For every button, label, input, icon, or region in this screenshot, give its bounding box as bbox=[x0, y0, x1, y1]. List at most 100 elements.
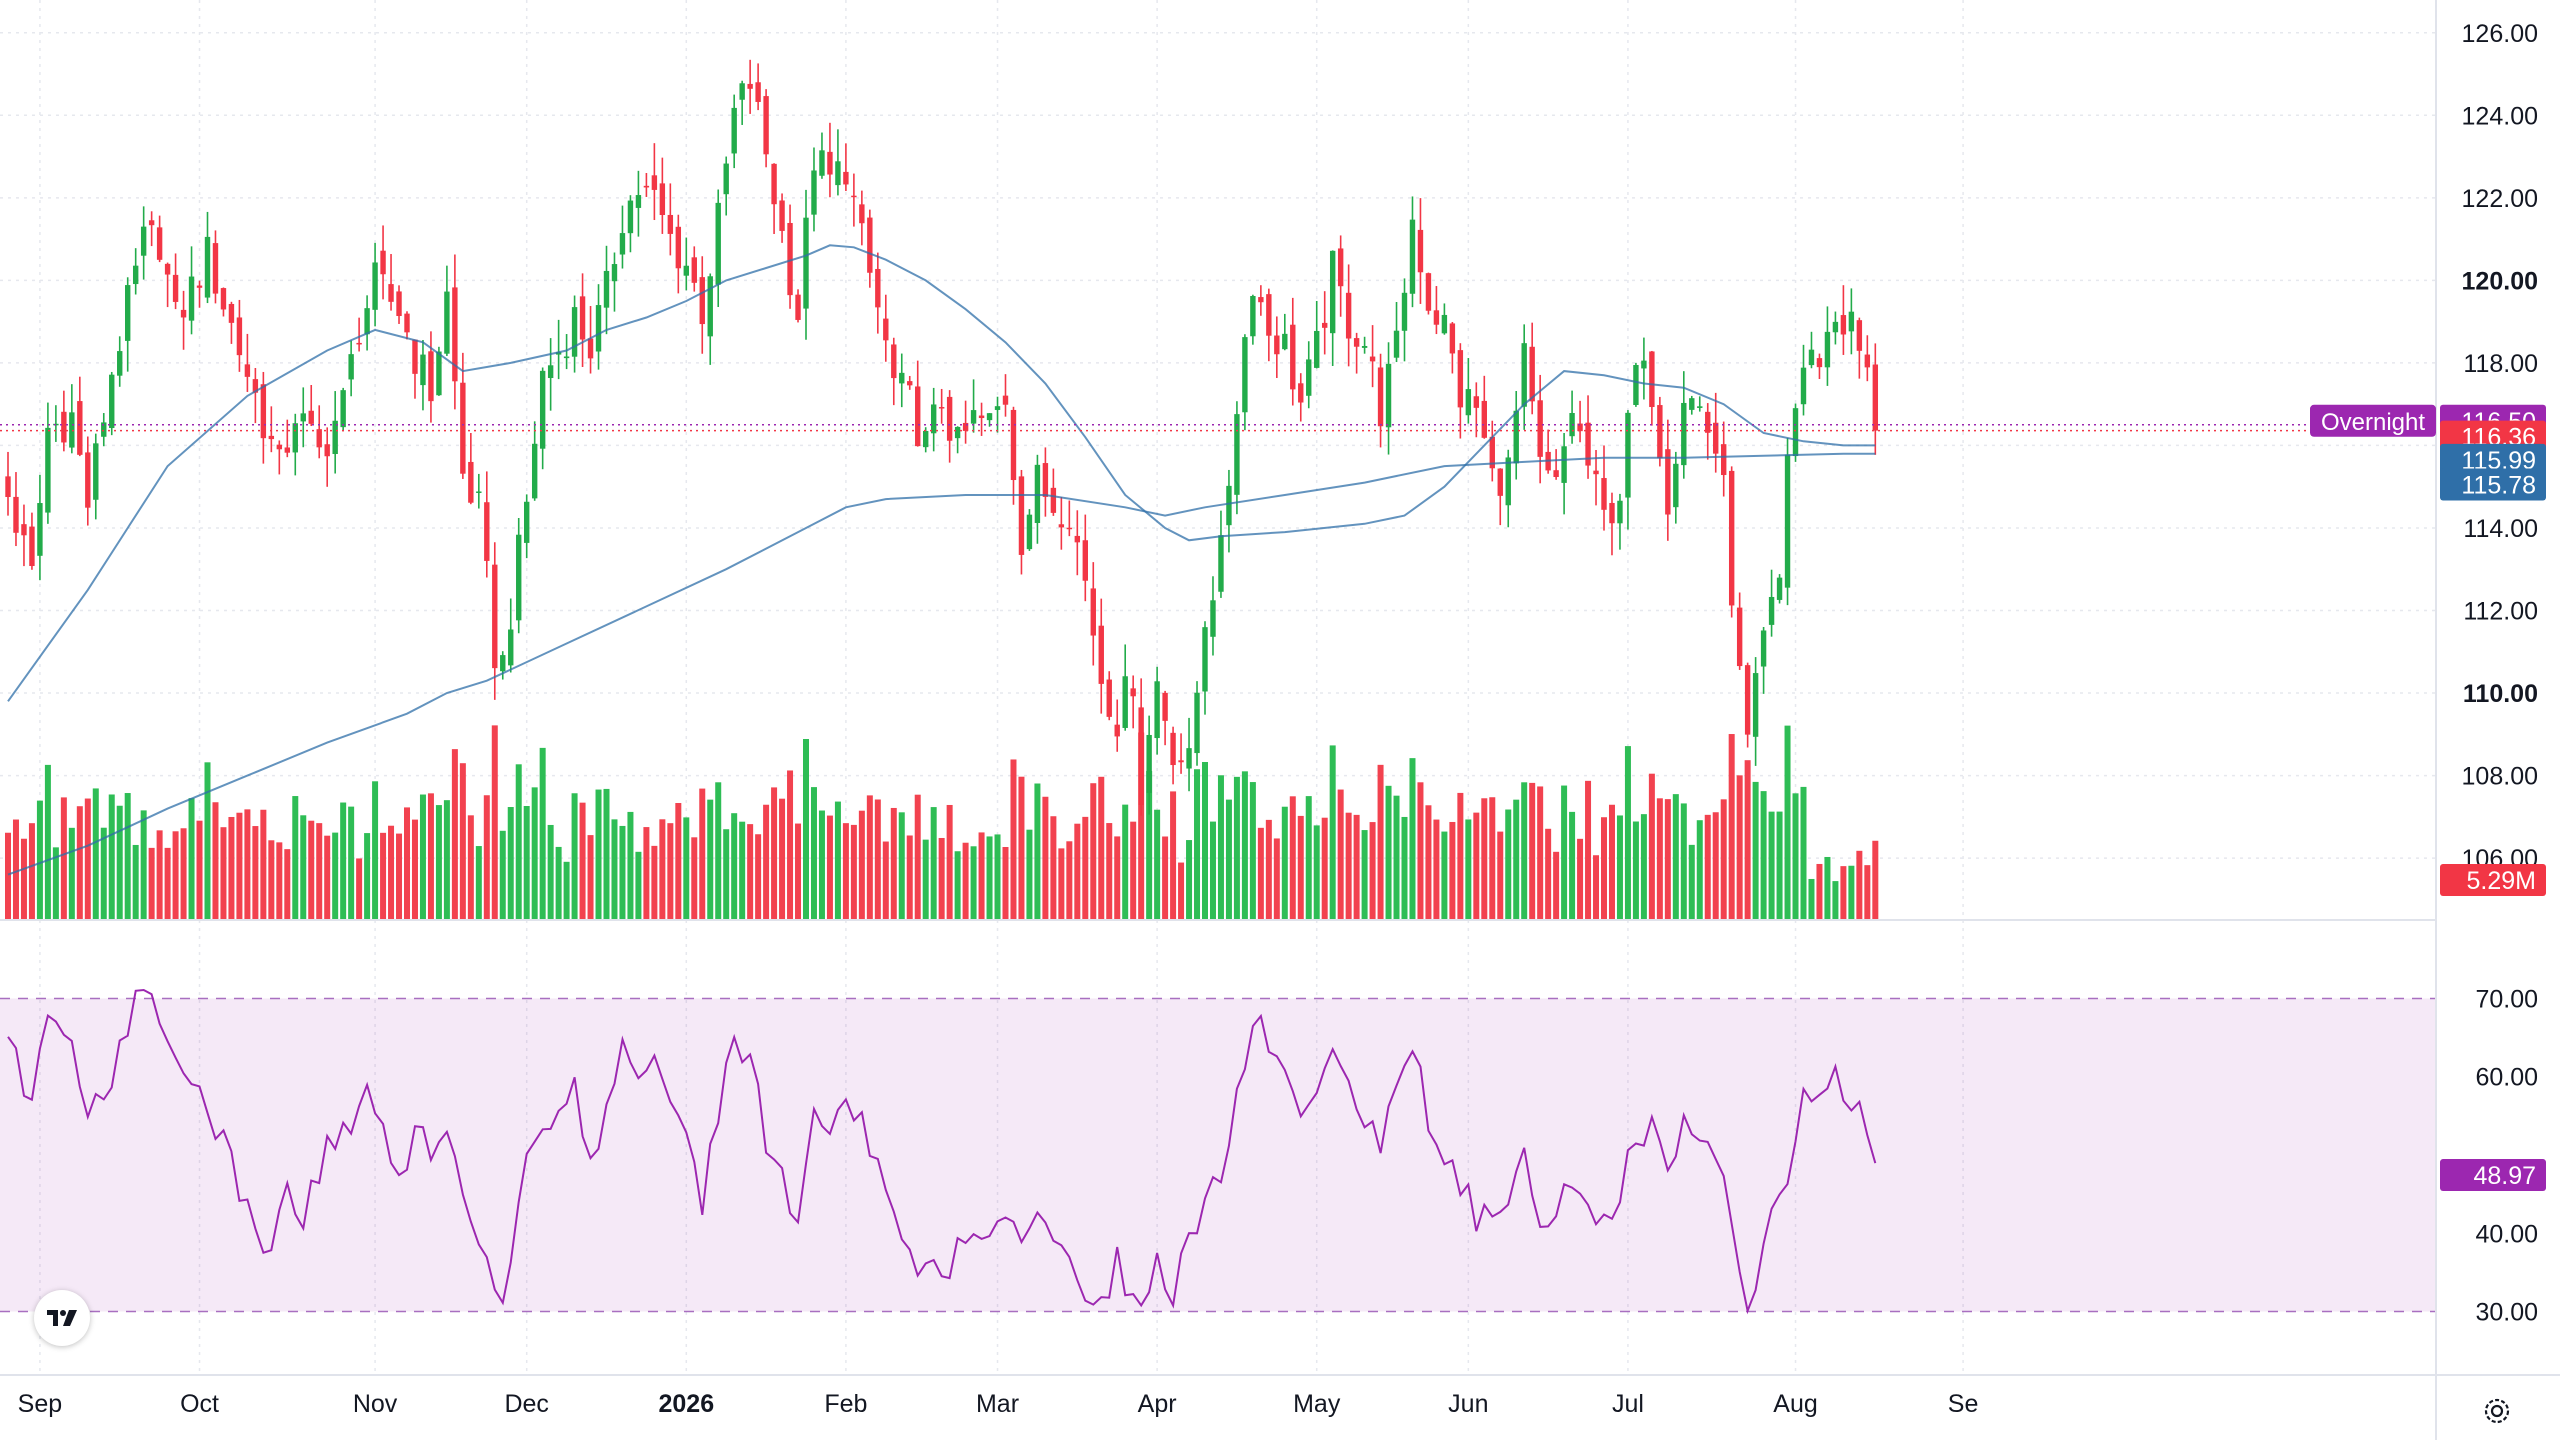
volume-bar bbox=[1696, 820, 1703, 920]
candle-body bbox=[1433, 310, 1440, 325]
price-tick-label: 110.00 bbox=[2463, 680, 2538, 708]
volume-bar bbox=[635, 851, 642, 920]
volume-bar bbox=[1840, 866, 1847, 920]
candle-body bbox=[1872, 364, 1879, 431]
volume-bar bbox=[180, 828, 187, 920]
volume-bar bbox=[970, 846, 977, 920]
volume-bar bbox=[451, 749, 458, 920]
price-tick-label: 108.00 bbox=[2462, 763, 2538, 791]
candle-body bbox=[1282, 333, 1288, 350]
volume-bar bbox=[348, 806, 355, 920]
volume-bar bbox=[1616, 815, 1623, 920]
volume-bar bbox=[1752, 781, 1759, 920]
candle-body bbox=[1250, 295, 1256, 337]
candle-body bbox=[420, 354, 426, 386]
volume-bar bbox=[1090, 783, 1097, 920]
volume-bar bbox=[1664, 799, 1671, 920]
settings-gear-icon[interactable] bbox=[2480, 1394, 2514, 1428]
volume-bar bbox=[499, 830, 506, 920]
volume-bar bbox=[1018, 776, 1025, 920]
volume-bar bbox=[1194, 769, 1201, 920]
volume-bar bbox=[1138, 732, 1145, 920]
candle-body bbox=[21, 524, 27, 536]
volume-bar bbox=[747, 824, 754, 920]
volume-bar bbox=[1114, 836, 1121, 920]
overnight-tag-box bbox=[2310, 404, 2436, 437]
candle-body bbox=[899, 372, 905, 384]
volume-bar bbox=[1313, 825, 1320, 920]
candle-body bbox=[851, 195, 857, 198]
candle-body bbox=[779, 200, 785, 231]
candle-body bbox=[923, 430, 929, 448]
candle-body bbox=[1345, 292, 1352, 339]
candle-body bbox=[69, 412, 75, 448]
candle-body bbox=[539, 370, 546, 449]
volume-bar bbox=[419, 794, 426, 920]
volume-bar bbox=[1441, 831, 1448, 920]
volume-bar bbox=[308, 820, 315, 920]
candle-body bbox=[978, 415, 985, 419]
volume-bar bbox=[1209, 821, 1216, 920]
volume-bar bbox=[1473, 812, 1480, 920]
time-tick-label: Aug bbox=[1773, 1390, 1817, 1418]
volume-bar bbox=[1608, 804, 1615, 920]
candle-body bbox=[1194, 692, 1200, 754]
volume-bar bbox=[946, 804, 953, 920]
volume-bar bbox=[707, 799, 714, 920]
candle-body bbox=[1210, 600, 1216, 637]
candle-body bbox=[1098, 625, 1104, 684]
volume-bar bbox=[60, 797, 67, 920]
candle-body bbox=[1066, 527, 1073, 530]
time-tick-label: Oct bbox=[180, 1390, 219, 1418]
candle-body bbox=[962, 422, 969, 431]
volume-bar bbox=[1425, 805, 1432, 920]
candle-body bbox=[970, 410, 977, 424]
volume-bar bbox=[1154, 809, 1161, 920]
volume-bar bbox=[795, 823, 802, 920]
volume-bar bbox=[1680, 803, 1687, 920]
volume-bar bbox=[1337, 789, 1344, 920]
candle-body bbox=[1649, 351, 1655, 408]
volume-bar bbox=[675, 803, 682, 920]
price-candles[interactable] bbox=[5, 59, 1879, 816]
candle-body bbox=[1114, 724, 1120, 737]
candle-body bbox=[739, 83, 745, 100]
candle-body bbox=[1417, 229, 1424, 273]
candle-body bbox=[1625, 412, 1631, 498]
candle-body bbox=[1226, 485, 1232, 526]
volume-bar bbox=[1186, 840, 1193, 920]
candle-body bbox=[1018, 476, 1025, 555]
volume-bar bbox=[364, 833, 371, 920]
candle-body bbox=[372, 262, 378, 310]
volume-bar bbox=[1577, 838, 1584, 920]
candle-body bbox=[93, 443, 99, 500]
candle-body bbox=[1609, 502, 1615, 524]
volume-bar bbox=[1768, 811, 1775, 920]
candle-body bbox=[683, 265, 689, 276]
candle-body bbox=[1521, 343, 1527, 407]
candle-body bbox=[1449, 323, 1456, 354]
volume-bar bbox=[1521, 782, 1528, 920]
volume-bar bbox=[627, 811, 634, 920]
volume-bar bbox=[1744, 760, 1751, 920]
candle-body bbox=[1202, 627, 1208, 692]
candle-body bbox=[1776, 577, 1783, 600]
candle-body bbox=[220, 288, 227, 310]
volume-bar bbox=[731, 813, 738, 920]
candle-body bbox=[1234, 414, 1240, 495]
tradingview-logo[interactable] bbox=[34, 1290, 90, 1346]
candle-body bbox=[1816, 358, 1823, 368]
candle-body bbox=[827, 151, 833, 175]
candle-body bbox=[1298, 383, 1304, 403]
candle-body bbox=[340, 390, 346, 428]
candle-body bbox=[859, 204, 865, 224]
volume-bar bbox=[898, 812, 905, 920]
volume-bar bbox=[1481, 798, 1488, 920]
volume-bar bbox=[1321, 817, 1328, 920]
volume-bar bbox=[643, 827, 650, 920]
volume-bar bbox=[507, 807, 514, 920]
volume-bar bbox=[563, 861, 570, 920]
price-tick-label: 118.00 bbox=[2463, 350, 2538, 378]
